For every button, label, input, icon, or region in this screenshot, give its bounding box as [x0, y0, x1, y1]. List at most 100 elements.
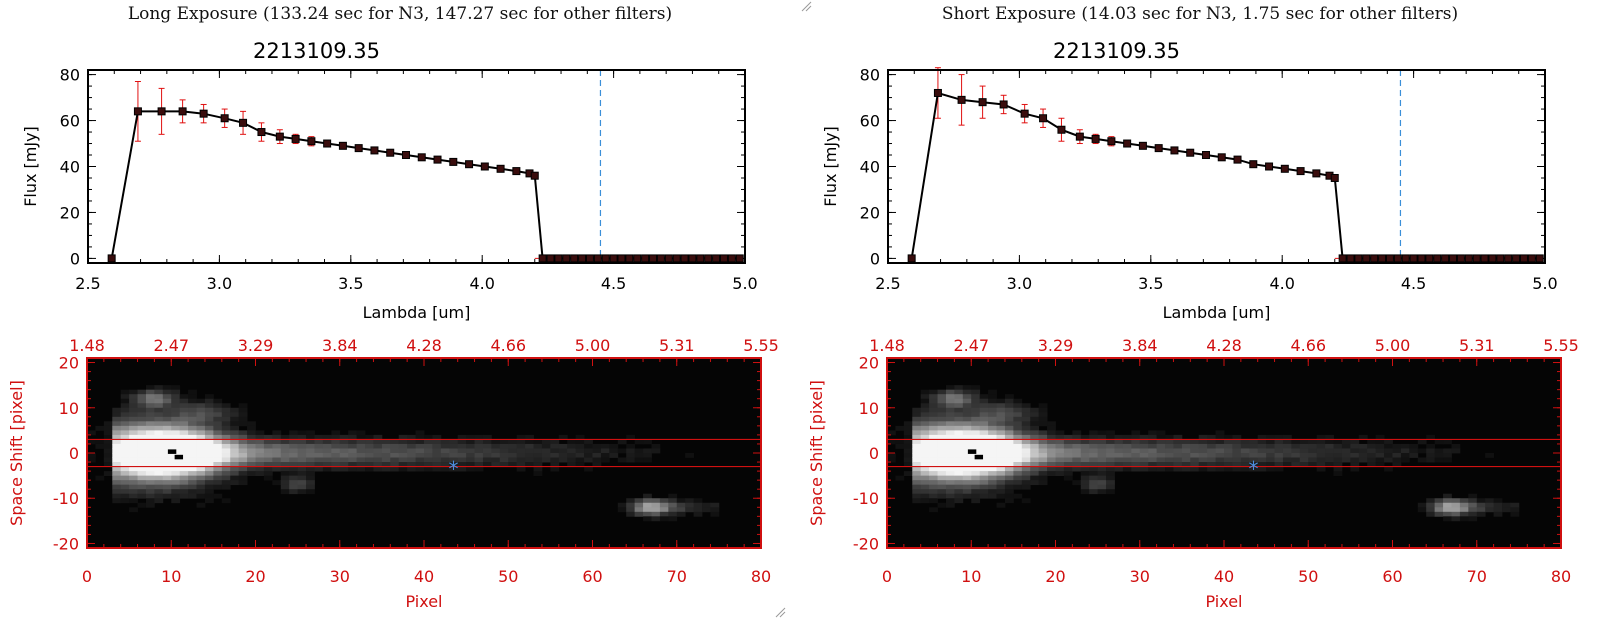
x-tick-label: 70: [1467, 567, 1487, 586]
x-tick-label: 3.5: [338, 274, 363, 293]
data-point: [1496, 254, 1505, 263]
data-point: [649, 254, 658, 263]
flux-series-line: [910, 91, 1540, 260]
data-point: [664, 254, 673, 263]
data-point: [609, 254, 618, 263]
x-tick-label: 70: [667, 567, 687, 586]
x-tick-label: 5.0: [1532, 274, 1557, 293]
data-point: [719, 254, 728, 263]
y-tick-label: -20: [853, 534, 879, 553]
y-tick-label: 20: [60, 203, 80, 222]
y-tick-label: -20: [53, 534, 79, 553]
data-point: [641, 254, 650, 263]
x-tick-label: 4.5: [601, 274, 626, 293]
data-point: [1280, 164, 1289, 173]
x-tick-label: 30: [330, 567, 350, 586]
data-point: [1265, 162, 1274, 171]
y-tick-label: 60: [60, 112, 80, 131]
data-point: [1504, 254, 1513, 263]
data-point: [1233, 155, 1242, 164]
top-tick-label: 2.47: [953, 336, 989, 355]
data-point: [735, 254, 744, 263]
top-tick-label: 3.84: [1122, 336, 1158, 355]
top-tick-label: 5.31: [659, 336, 695, 355]
data-point: [538, 254, 547, 263]
y-tick-label: 40: [860, 158, 880, 177]
x-tick-label: 3.0: [1007, 274, 1032, 293]
top-tick-label: 3.84: [322, 336, 358, 355]
x-tick-label: 4.0: [1269, 274, 1294, 293]
y-tick-label: 40: [60, 158, 80, 177]
y-tick-label: 0: [869, 444, 879, 463]
data-point: [512, 167, 521, 176]
data-point: [157, 107, 166, 116]
data-point: [570, 254, 579, 263]
data-point: [585, 254, 594, 263]
data-point: [1217, 153, 1226, 162]
data-point: [401, 151, 410, 160]
x-tick-label: 30: [1130, 567, 1150, 586]
plot-frame: [887, 69, 1546, 264]
data-point: [496, 164, 505, 173]
short-exposure-plots: 2213109.352.5 3.0 3.5 4.0 4.5 5.0020406080Lam…: [807, 39, 1579, 611]
data-point: [1535, 254, 1544, 263]
y-tick-label: 20: [859, 354, 879, 373]
data-point: [546, 254, 555, 263]
y-tick-label: 60: [860, 112, 880, 131]
x-tick-label: 60: [1382, 567, 1402, 586]
data-point: [656, 254, 665, 263]
data-point: [1425, 254, 1434, 263]
resize-grip-icon[interactable]: [800, 0, 812, 12]
data-point: [1039, 114, 1048, 123]
data-point: [386, 148, 395, 157]
top-tick-label: 4.66: [1290, 336, 1326, 355]
data-point: [1433, 254, 1442, 263]
data-point: [275, 132, 284, 141]
short-exposure-panel: Short Exposure (14.03 sec for N3, 1.75 s…: [800, 0, 1600, 630]
x-tick-label: 10: [961, 567, 981, 586]
data-point: [1409, 254, 1418, 263]
data-point: [1370, 254, 1379, 263]
top-tick-label: 1.48: [869, 336, 905, 355]
panel-header: Long Exposure (133.24 sec for N3, 147.27…: [127, 4, 673, 24]
top-tick-label: 5.55: [743, 336, 779, 355]
y-tick-label: 80: [60, 66, 80, 85]
x-tick-label: 0: [82, 567, 92, 586]
data-point: [239, 118, 248, 127]
data-point: [433, 155, 442, 164]
data-point: [133, 107, 142, 116]
x-tick-label: 4.5: [1401, 274, 1426, 293]
data-point: [933, 88, 942, 97]
plot-title: 2213109.35: [253, 39, 380, 63]
data-point: [554, 254, 563, 263]
data-point: [1154, 144, 1163, 153]
x-tick-label: 3.0: [207, 274, 232, 293]
x-tick-label: 0: [882, 567, 892, 586]
data-point: [1417, 254, 1426, 263]
saturated-pixel: [974, 454, 984, 460]
data-point: [672, 254, 681, 263]
data-point: [578, 254, 587, 263]
data-point: [593, 254, 602, 263]
intensity-image: [87, 385, 720, 522]
flux-series-line: [110, 110, 740, 260]
data-point: [1091, 134, 1100, 143]
x-tick-label: 4.0: [469, 274, 494, 293]
x-tick-label: 2.5: [75, 274, 100, 293]
resize-grip-icon[interactable]: [774, 606, 786, 618]
data-point: [1464, 254, 1473, 263]
plot-title: 2213109.35: [1053, 39, 1180, 63]
data-point: [907, 254, 916, 263]
intensity-image: [887, 385, 1520, 522]
data-point: [107, 254, 116, 263]
data-point: [1107, 137, 1116, 146]
data-point: [307, 137, 316, 146]
data-point: [978, 98, 987, 107]
data-point: [688, 254, 697, 263]
data-point: [323, 139, 332, 148]
data-point: [1401, 254, 1410, 263]
data-point: [1020, 109, 1029, 118]
y-tick-label: -10: [853, 489, 879, 508]
data-point: [1354, 254, 1363, 263]
y-tick-label: 0: [69, 444, 79, 463]
